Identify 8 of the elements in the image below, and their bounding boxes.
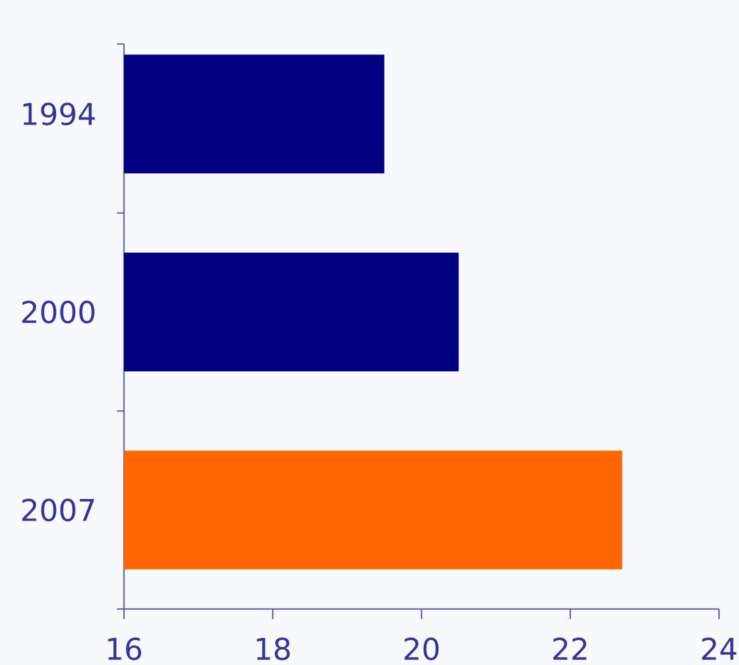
x-tick-label: 22	[553, 638, 586, 660]
y-tick-label: 2000	[22, 300, 94, 324]
y-tick-label: 2007	[22, 498, 94, 522]
x-tick-label: 24	[702, 638, 736, 660]
x-tick-label: 18	[256, 638, 290, 660]
x-tick-label: 20	[404, 638, 439, 660]
x-tick-label: 16	[108, 638, 142, 660]
y-tick-label: 1994	[23, 102, 95, 126]
